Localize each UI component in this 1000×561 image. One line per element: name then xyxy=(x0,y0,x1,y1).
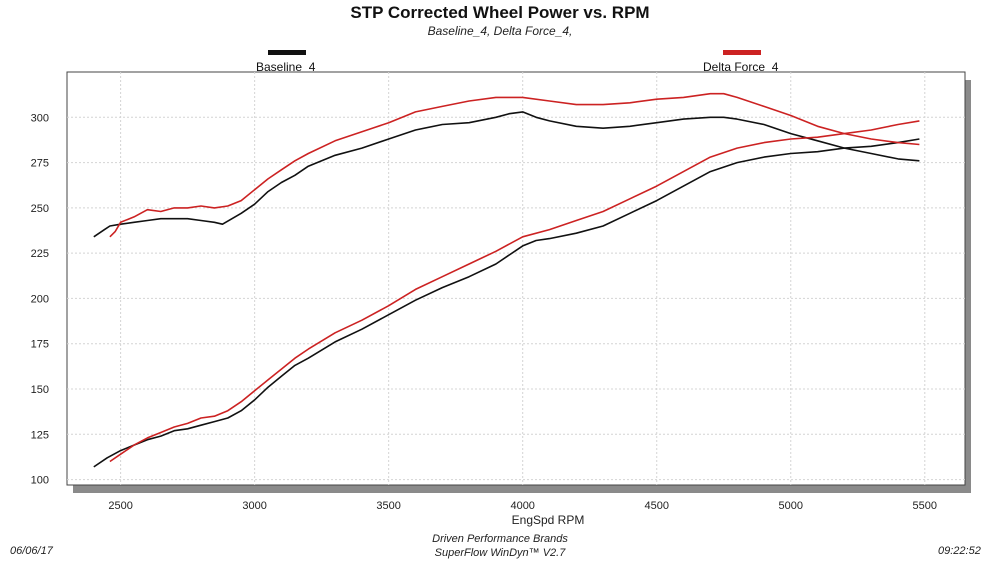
y-tick-label: 250 xyxy=(31,203,49,215)
legend-label-delta-force: Delta Force_4 xyxy=(703,60,779,74)
footer-time: 09:22:52 xyxy=(938,545,981,557)
chart-subtitle: Baseline_4, Delta Force_4, xyxy=(427,24,573,38)
x-tick-label: 3000 xyxy=(242,500,266,512)
y-tick-label: 300 xyxy=(31,112,49,124)
series-line-baseline-power xyxy=(93,111,920,238)
y-tick-label: 200 xyxy=(31,293,49,305)
x-tick-label: 2500 xyxy=(108,500,132,512)
x-tick-label: 4000 xyxy=(510,500,534,512)
x-tick-label: 5000 xyxy=(779,500,803,512)
plot-area xyxy=(66,71,966,486)
footer-company: Driven Performance Brands xyxy=(432,533,568,545)
y-tick-label: 275 xyxy=(31,158,49,170)
y-tick-label: 150 xyxy=(31,384,49,396)
y-tick-label: 125 xyxy=(31,429,49,441)
legend-swatch-delta-force xyxy=(723,50,761,55)
series-line-baseline-torque xyxy=(93,138,920,468)
footer-date: 06/06/17 xyxy=(10,545,53,557)
legend-swatch-baseline xyxy=(268,50,306,55)
x-axis-label: EngSpd RPM xyxy=(512,513,585,527)
footer-software: SuperFlow WinDyn™ V2.7 xyxy=(434,547,566,559)
legend-label-baseline: Baseline_4 xyxy=(256,60,316,74)
chart-title: STP Corrected Wheel Power vs. RPM xyxy=(350,3,650,22)
series-line-delta-force-torque xyxy=(109,120,920,463)
y-tick-label: 225 xyxy=(31,248,49,260)
x-tick-label: 3500 xyxy=(376,500,400,512)
x-tick-label: 5500 xyxy=(913,500,937,512)
x-tick-label: 4500 xyxy=(644,500,668,512)
y-tick-label: 100 xyxy=(31,475,49,487)
y-tick-label: 175 xyxy=(31,339,49,351)
series-line-delta-force-power xyxy=(109,92,920,238)
